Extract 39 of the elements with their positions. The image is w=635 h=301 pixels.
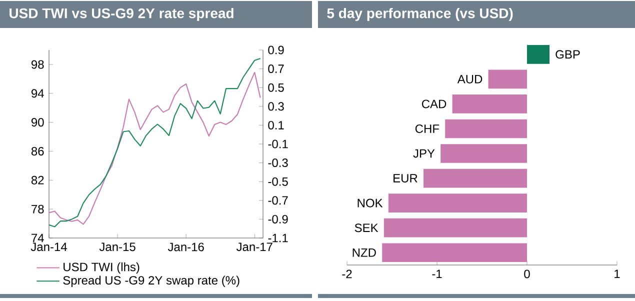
- y2-tick-label: -0.3: [268, 158, 288, 168]
- chart-title: 5 day performance (vs USD): [327, 8, 513, 22]
- y2-tick-label: 0.1: [268, 120, 284, 130]
- x-tick-label: 0: [524, 270, 530, 278]
- x-tick-label: Jan-17: [236, 242, 272, 252]
- y-tick-label: EUR: [394, 174, 418, 182]
- legend-label: Spread US -G9 2Y swap rate (%): [63, 276, 240, 287]
- legend-label: USD TWI (lhs): [64, 262, 140, 274]
- y-tick-label: NOK: [358, 198, 383, 208]
- y-tick-label: CHF: [415, 124, 440, 133]
- y-tick-label: GBP: [556, 50, 580, 59]
- x-tick-label: Jan-15: [99, 242, 136, 252]
- x-tick-label: -2: [342, 270, 352, 278]
- y-tick-label: 98: [32, 60, 44, 69]
- y-tick-label: CAD: [422, 100, 446, 108]
- y2-tick-label: 0.5: [268, 83, 284, 92]
- y-tick-label: 74: [32, 234, 44, 242]
- y-tick-label: 86: [31, 146, 44, 156]
- y-tick-label: 94: [32, 89, 44, 98]
- y2-tick-label: -0.1: [268, 140, 288, 148]
- x-tick-label: 1: [614, 270, 620, 278]
- y2-tick-label: -0.7: [268, 196, 288, 205]
- x-tick-label: -1: [432, 270, 442, 278]
- x-tick-label: Jan-16: [168, 242, 204, 252]
- y-tick-label: AUD: [457, 74, 482, 84]
- y2-tick-label: 0.7: [268, 64, 284, 74]
- chart-title: USD TWI vs US-G9 2Y rate spread: [10, 8, 234, 22]
- y2-tick-label: 0.3: [268, 102, 284, 111]
- y-tick-label: 82: [31, 176, 44, 184]
- y2-tick-label: 0.9: [268, 46, 284, 54]
- y-tick-label: 90: [32, 118, 44, 127]
- y-tick-label: 78: [32, 204, 44, 214]
- y2-tick-label: -1.1: [268, 234, 288, 242]
- x-tick-label: Jan-14: [30, 242, 67, 252]
- y2-tick-label: -0.5: [268, 177, 288, 186]
- y-tick-label: NZD: [352, 248, 376, 257]
- y-tick-label: SEK: [354, 224, 378, 232]
- y-tick-label: JPY: [413, 149, 435, 158]
- y2-tick-label: -0.9: [268, 214, 288, 224]
